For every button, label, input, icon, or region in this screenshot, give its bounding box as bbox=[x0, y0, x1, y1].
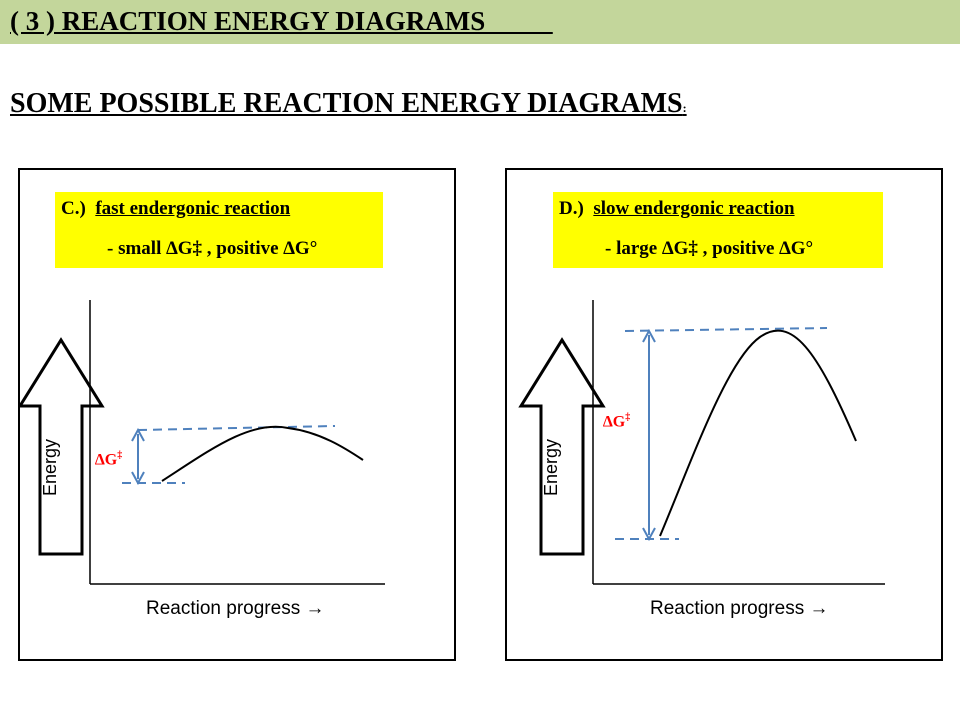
reaction-curve-c bbox=[161, 425, 364, 482]
label-title-c: fast endergonic reaction bbox=[95, 198, 291, 219]
dg-sup-c: ‡ bbox=[117, 450, 123, 461]
energy-axis-label-d: Energy bbox=[541, 438, 561, 496]
dg-label-c: ∆G‡ bbox=[95, 450, 122, 469]
activation-arrow-head-bottom-c bbox=[131, 471, 145, 486]
diagram-panel-c: C.) fast endergonic reaction - small ∆G‡… bbox=[18, 168, 456, 661]
subtitle-colon: : bbox=[682, 101, 687, 115]
page-title: ( 3 ) REACTION ENERGY DIAGRAMS bbox=[10, 6, 553, 36]
energy-diagram-d bbox=[518, 300, 885, 585]
label-detail-c: - small ∆G‡ , positive ∆G° bbox=[107, 238, 318, 259]
diagram-panel-d: D.) slow endergonic reaction - large ∆G‡… bbox=[505, 168, 943, 661]
label-title-line-c: C.) fast endergonic reaction bbox=[61, 198, 290, 220]
activation-arrow-head-bottom-d bbox=[642, 527, 656, 542]
label-letter-d: D.) bbox=[559, 198, 584, 219]
progress-arrow-icon-d: → bbox=[809, 598, 829, 619]
progress-text-c: Reaction progress bbox=[146, 598, 301, 619]
dg-sup-d: ‡ bbox=[625, 412, 631, 423]
energy-arrow-c bbox=[20, 337, 105, 556]
transition-level-line-c bbox=[137, 425, 336, 431]
transition-level-line-d bbox=[624, 327, 828, 332]
activation-arrow-head-top-d bbox=[642, 328, 656, 343]
dg-symbol-d: ∆G bbox=[603, 413, 626, 431]
label-box-c: C.) fast endergonic reaction - small ∆G‡… bbox=[55, 192, 383, 268]
reaction-curve-d bbox=[659, 329, 857, 537]
dg-symbol-c: ∆G bbox=[95, 451, 118, 469]
label-box-d: D.) slow endergonic reaction - large ∆G‡… bbox=[553, 192, 883, 268]
page-subtitle: SOME POSSIBLE REACTION ENERGY DIAGRAMS: bbox=[10, 88, 687, 120]
subtitle-text: SOME POSSIBLE REACTION ENERGY DIAGRAMS bbox=[10, 88, 683, 119]
dg-label-d: ∆G‡ bbox=[603, 412, 630, 431]
progress-arrow-icon-c: → bbox=[305, 598, 325, 619]
progress-axis-label-c: Reaction progress → bbox=[146, 598, 324, 620]
header-bar: ( 3 ) REACTION ENERGY DIAGRAMS bbox=[0, 0, 960, 44]
progress-axis-label-d: Reaction progress → bbox=[650, 598, 828, 620]
label-letter-c: C.) bbox=[61, 198, 86, 219]
energy-axis-label-c: Energy bbox=[40, 438, 60, 496]
energy-arrow-d bbox=[518, 337, 606, 556]
label-title-line-d: D.) slow endergonic reaction bbox=[559, 198, 795, 220]
progress-text-d: Reaction progress bbox=[650, 598, 805, 619]
label-detail-d: - large ∆G‡ , positive ∆G° bbox=[605, 238, 814, 259]
energy-diagram-c bbox=[20, 300, 385, 585]
activation-arrow-head-top-c bbox=[131, 427, 145, 442]
label-title-d: slow endergonic reaction bbox=[593, 198, 795, 219]
